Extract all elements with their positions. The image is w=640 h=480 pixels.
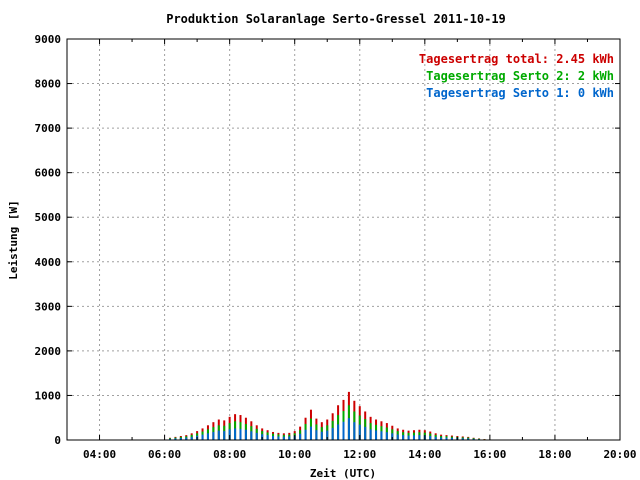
bar-serto-1 xyxy=(320,431,323,440)
x-tick-label: 04:00 xyxy=(83,448,116,461)
bar-serto-1 xyxy=(185,437,188,440)
legend: Tagesertrag total: 2.45 kWh Tagesertrag S… xyxy=(419,52,614,100)
y-tick-label: 6000 xyxy=(35,167,62,180)
bar-serto-1 xyxy=(169,438,172,440)
bar-serto-1 xyxy=(272,435,275,440)
bar-serto-1 xyxy=(239,428,242,440)
x-tick-label: 10:00 xyxy=(278,448,311,461)
bar-serto-1 xyxy=(299,433,302,440)
bar-serto-1 xyxy=(337,424,340,440)
x-tick-label: 16:00 xyxy=(473,448,506,461)
bar-serto-1 xyxy=(331,427,334,440)
bar-serto-1 xyxy=(234,428,237,440)
bar-serto-1 xyxy=(472,438,475,440)
bar-serto-1 xyxy=(206,433,209,440)
y-tick-label: 2000 xyxy=(35,345,62,358)
y-tick-label: 0 xyxy=(54,434,61,447)
bar-serto-1 xyxy=(266,435,269,440)
bar-serto-1 xyxy=(412,435,415,440)
bar-serto-1 xyxy=(212,431,215,440)
x-tick-label: 14:00 xyxy=(408,448,441,461)
y-tick-label: 5000 xyxy=(35,211,62,224)
bar-serto-1 xyxy=(375,430,378,440)
bar-serto-1 xyxy=(407,435,410,440)
x-tick-label: 08:00 xyxy=(213,448,246,461)
bar-serto-1 xyxy=(288,436,291,440)
bar-serto-1 xyxy=(369,429,372,440)
bar-serto-1 xyxy=(244,429,247,440)
bar-serto-1 xyxy=(304,429,307,440)
plot-frame xyxy=(66,38,621,441)
x-tick-label: 12:00 xyxy=(343,448,376,461)
bar-serto-1 xyxy=(255,432,258,440)
x-tick-label: 20:00 xyxy=(603,448,636,461)
bar-serto-1 xyxy=(461,438,464,440)
bar-serto-1 xyxy=(282,436,285,440)
bar-serto-1 xyxy=(326,430,329,440)
y-tick-label: 3000 xyxy=(35,300,62,313)
bar-serto-1 xyxy=(309,426,312,440)
y-tick-label: 1000 xyxy=(35,389,62,402)
y-tick-label: 9000 xyxy=(35,33,62,46)
x-axis-label: Zeit (UTC) xyxy=(310,467,376,480)
bar-serto-1 xyxy=(201,434,204,440)
bar-serto-1 xyxy=(434,436,437,440)
bar-serto-1 xyxy=(450,437,453,440)
bar-serto-1 xyxy=(217,430,220,440)
bar-serto-1 xyxy=(440,437,443,440)
x-tick-label: 18:00 xyxy=(538,448,571,461)
bar-serto-1 xyxy=(429,435,432,440)
bar-serto-1 xyxy=(228,429,231,440)
legend-entry: Tagesertrag Serto 1: 0 kWh xyxy=(426,86,614,100)
ticks-layer: 0 1000 2000 3000 4000 5000 6000 7000 8000 9000 04:… xyxy=(35,33,637,461)
chart-title: Produktion Solaranlage Serto-Gressel 201… xyxy=(166,12,506,26)
y-axis-label: Leistung [W] xyxy=(7,200,20,279)
bar-serto-1 xyxy=(467,438,470,440)
bar-serto-1 xyxy=(391,433,394,440)
legend-entry: Tagesertrag total: 2.45 kWh xyxy=(419,52,614,66)
grid-layer xyxy=(67,39,620,440)
bar-serto-1 xyxy=(179,438,182,440)
bar-serto-1 xyxy=(364,426,367,440)
bar-serto-1 xyxy=(396,434,399,440)
bars-layer xyxy=(169,391,486,440)
bar-serto-1 xyxy=(347,418,350,440)
bar-serto-1 xyxy=(342,421,345,440)
bar-serto-1 xyxy=(358,424,361,440)
bar-serto-1 xyxy=(277,436,280,440)
legend-entry: Tagesertrag Serto 2: 2 kWh xyxy=(426,69,614,83)
bar-serto-1 xyxy=(380,431,383,440)
bar-serto-1 xyxy=(315,430,318,440)
y-tick-label: 4000 xyxy=(35,256,62,269)
bar-serto-1 xyxy=(174,438,177,440)
bar-serto-1 xyxy=(445,437,448,440)
y-tick-label: 8000 xyxy=(35,78,62,91)
bar-serto-1 xyxy=(402,435,405,440)
bar-serto-1 xyxy=(418,435,421,440)
x-tick-label: 06:00 xyxy=(148,448,181,461)
bar-serto-1 xyxy=(353,422,356,440)
bar-serto-1 xyxy=(250,431,253,440)
bar-serto-1 xyxy=(190,436,193,440)
bar-serto-1 xyxy=(385,432,388,440)
bar-serto-1 xyxy=(223,431,226,440)
y-tick-label: 7000 xyxy=(35,122,62,135)
